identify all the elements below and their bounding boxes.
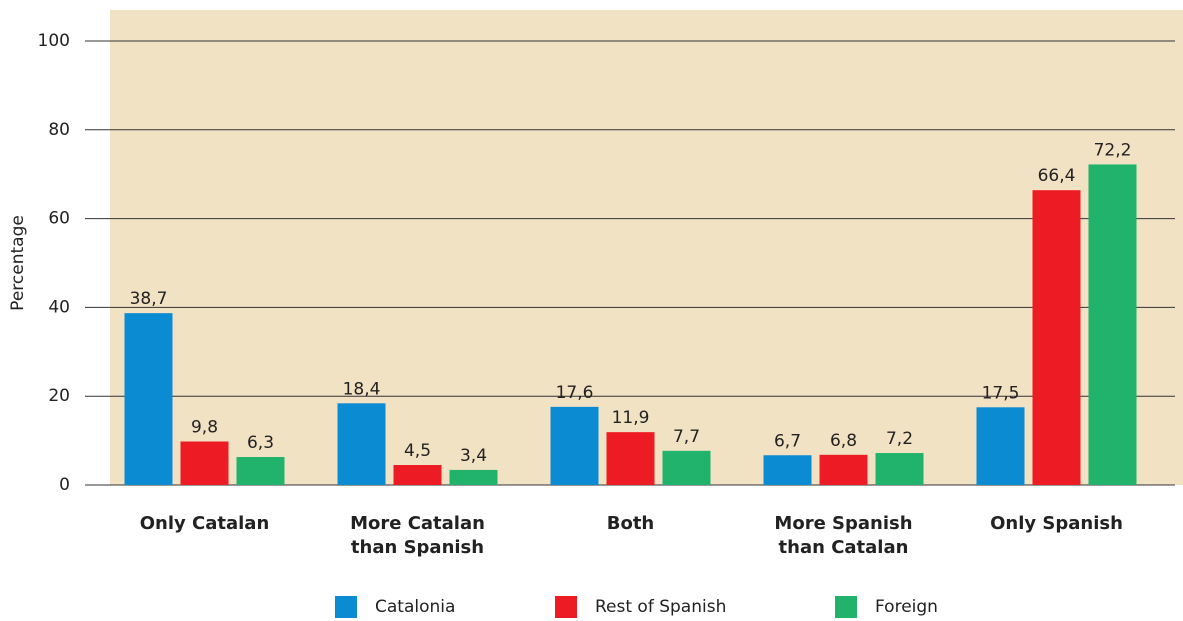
y-tick-label: 40: [48, 297, 70, 317]
plot-background: [110, 10, 1183, 485]
data-label: 17,5: [982, 383, 1020, 403]
data-label: 6,8: [830, 431, 857, 451]
legend-swatch: [555, 596, 577, 618]
x-tick-label: More Catalan than Spanish: [350, 513, 485, 558]
y-axis-label: Percentage: [8, 215, 28, 311]
x-tick-label: More Spanish than Catalan: [774, 513, 913, 558]
legend-label: Rest of Spanish: [595, 597, 726, 617]
bar: [976, 407, 1025, 485]
bar: [875, 453, 924, 485]
y-tick-label: 100: [38, 31, 70, 51]
bar: [763, 455, 812, 485]
data-label: 11,9: [612, 408, 650, 428]
data-label: 38,7: [130, 289, 168, 309]
data-label: 18,4: [343, 379, 381, 399]
legend-swatch: [835, 596, 857, 618]
bar: [124, 313, 173, 485]
x-tick-label: Both: [606, 513, 655, 534]
y-tick-label: 20: [48, 386, 70, 406]
data-label: 6,7: [774, 431, 801, 451]
data-label: 66,4: [1038, 166, 1076, 186]
bar: [180, 441, 229, 485]
data-label: 9,8: [191, 417, 218, 437]
bar: [393, 465, 442, 485]
data-label: 4,5: [404, 441, 431, 461]
legend-swatch: [335, 596, 357, 618]
y-tick-label: 60: [48, 209, 70, 229]
data-label: 72,2: [1094, 140, 1132, 160]
bar: [236, 457, 285, 485]
data-label: 17,6: [556, 383, 594, 403]
x-tick-label: Only Spanish: [990, 513, 1123, 534]
bar: [819, 454, 868, 485]
data-label: 3,4: [460, 446, 487, 466]
y-tick-label: 80: [48, 120, 70, 140]
y-tick-label: 0: [59, 475, 70, 495]
legend-label: Catalonia: [375, 597, 455, 617]
bar: [337, 403, 386, 485]
bar: [1088, 164, 1137, 485]
data-label: 7,2: [886, 429, 913, 449]
bar: [550, 406, 599, 485]
bar: [662, 450, 711, 485]
x-tick-label: Only Catalan: [139, 513, 270, 534]
data-label: 6,3: [247, 433, 274, 453]
data-label: 7,7: [673, 427, 700, 447]
bar: [449, 469, 498, 485]
bar: [606, 432, 655, 485]
bar: [1032, 190, 1081, 485]
legend-label: Foreign: [875, 597, 938, 617]
